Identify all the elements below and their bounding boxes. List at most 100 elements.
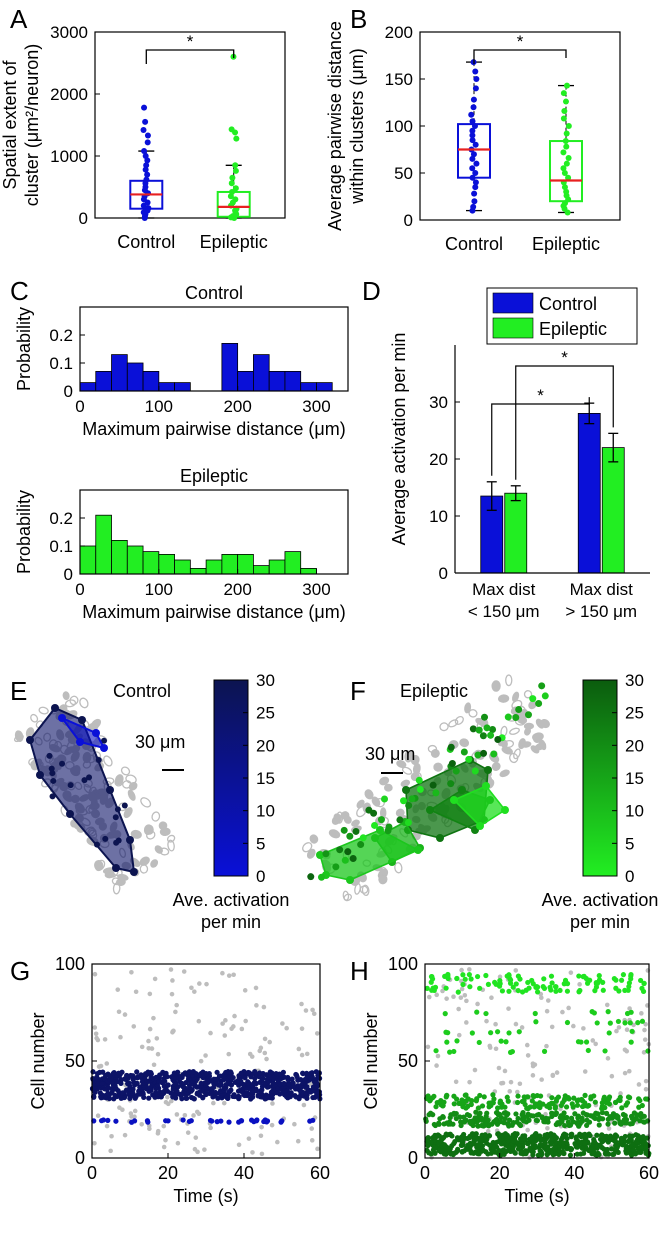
panel-g-spike	[238, 1070, 244, 1076]
panel-h-spike	[424, 985, 430, 991]
panel-g-spike	[304, 1070, 310, 1076]
panel-c-control-bar	[142, 370, 160, 392]
panel-b-data-point	[469, 137, 476, 144]
panel-h-spike-background	[462, 992, 468, 998]
panel-g-spike	[165, 1082, 171, 1088]
panel-h-spike	[626, 980, 632, 986]
panel-h-spike	[513, 1111, 519, 1117]
panel-h-spike	[600, 987, 606, 993]
panel-h-spike	[538, 1093, 544, 1099]
panel-f-cluster-cell	[471, 767, 479, 775]
panel-b-ylabel-line: within clusters (μm)	[347, 48, 367, 204]
panel-h-spike	[609, 1146, 615, 1152]
panel-h-spike	[483, 972, 489, 979]
panel-letter-c: C	[10, 276, 29, 306]
panel-h-spike	[474, 1096, 480, 1102]
panel-f-colorbar-label: 20	[625, 736, 644, 755]
panel-f-cell	[509, 752, 519, 764]
panel-g-ylabel: Cell number	[28, 1012, 48, 1109]
panel-h-spike	[532, 1010, 538, 1017]
panel-g-spike-background	[132, 1114, 137, 1120]
panel-f-cluster-cell	[307, 873, 315, 881]
panel-f-cluster-cell	[400, 797, 408, 805]
panel-h-spike	[564, 1114, 570, 1121]
panel-h-spike-background	[593, 1041, 598, 1047]
panel-h-spike	[462, 976, 468, 982]
panel-h-spike	[553, 988, 559, 994]
panel-g-spike	[212, 1089, 219, 1096]
panel-c-control-bar	[158, 382, 175, 392]
panel-g-spike	[113, 1118, 119, 1124]
panel-h-spike	[476, 1039, 482, 1046]
panel-g-spike	[100, 1069, 106, 1075]
panel-h-spike	[483, 1010, 489, 1017]
panel-g-spike-background	[117, 1105, 122, 1110]
panel-g-spike	[310, 1088, 317, 1094]
panel-d-ytick-label: 0	[439, 564, 448, 583]
panel-g-spike	[138, 1072, 144, 1078]
panel-h-spike	[553, 984, 559, 990]
panel-a-axes-box	[94, 31, 286, 219]
panel-d-legend-label: Epileptic	[539, 319, 607, 339]
panel-e-cell	[166, 834, 176, 843]
panel-h-spike-background	[525, 1053, 531, 1058]
panel-h-spike	[430, 985, 436, 991]
panel-h-spike-background	[497, 974, 503, 980]
panel-f-cluster-cell	[377, 816, 385, 824]
panel-h-spike	[481, 1094, 487, 1100]
panel-h-spike	[567, 1152, 574, 1158]
panel-h-spike	[563, 1104, 570, 1110]
panel-h-spike	[602, 1048, 608, 1054]
panel-e-cluster-cell	[46, 752, 53, 759]
panel-h-spike-background	[566, 1005, 571, 1011]
panel-g-spike	[126, 1080, 132, 1086]
panel-h-spike	[596, 977, 603, 983]
panel-b-data-point	[472, 170, 479, 176]
panel-a-data-point	[143, 162, 150, 169]
panel-h-spike	[454, 975, 460, 982]
panel-f-cluster-cell	[447, 743, 455, 751]
panel-c-epileptic-xlabel: Maximum pairwise distance (μm)	[82, 602, 345, 622]
panel-h-spike	[505, 1098, 511, 1104]
panel-g-spike	[110, 1070, 116, 1077]
panel-f-cluster-cell	[429, 781, 437, 789]
panel-c-control-axes-box	[79, 306, 349, 392]
panel-c-epileptic-ytick-label: 0	[64, 565, 73, 584]
panel-g-spike-background	[264, 1056, 269, 1062]
panel-b-data-point	[472, 179, 479, 186]
panel-g-spike	[124, 1072, 130, 1079]
panel-h-spike	[490, 1092, 496, 1098]
panel-g-spike-background	[133, 989, 139, 995]
panel-h-spike	[596, 1122, 602, 1128]
panel-g-spike-background	[193, 1135, 199, 1140]
panel-g-spike	[145, 1069, 151, 1075]
panel-a-data-point	[233, 135, 240, 142]
panel-g-spike-background	[170, 978, 175, 983]
panel-g-spike-background	[236, 1142, 242, 1148]
panel-h-spike	[575, 1039, 582, 1045]
panel-g-spike-background	[296, 1046, 302, 1052]
panel-h-spike	[547, 984, 553, 990]
panel-h-spike	[498, 1119, 504, 1125]
panel-h-spike	[506, 988, 512, 994]
panel-h-spike	[582, 1092, 588, 1098]
panel-h-spike	[624, 1100, 631, 1106]
panel-f-cluster-cell	[529, 695, 537, 703]
panel-h-spike	[428, 1110, 434, 1116]
panel-h-spike	[629, 1115, 636, 1121]
panel-h-spike	[435, 1132, 441, 1138]
panel-h-spike	[548, 973, 555, 979]
panel-h-spike	[475, 1105, 481, 1111]
panel-h-spike	[585, 1047, 591, 1054]
panel-h-spike	[643, 1096, 649, 1102]
panel-h-spike	[548, 1131, 554, 1137]
panel-g-spike	[246, 1080, 252, 1086]
panel-g-spike-background	[299, 1026, 305, 1031]
panel-b-data-point	[469, 155, 476, 162]
panel-h-spike	[569, 1101, 575, 1107]
panel-h-spike	[486, 1100, 492, 1106]
panel-g-spike-background	[299, 1052, 305, 1058]
panel-g-spike-background	[309, 1126, 315, 1131]
panel-h-spike	[461, 1114, 467, 1120]
panel-f-cell	[535, 718, 545, 729]
